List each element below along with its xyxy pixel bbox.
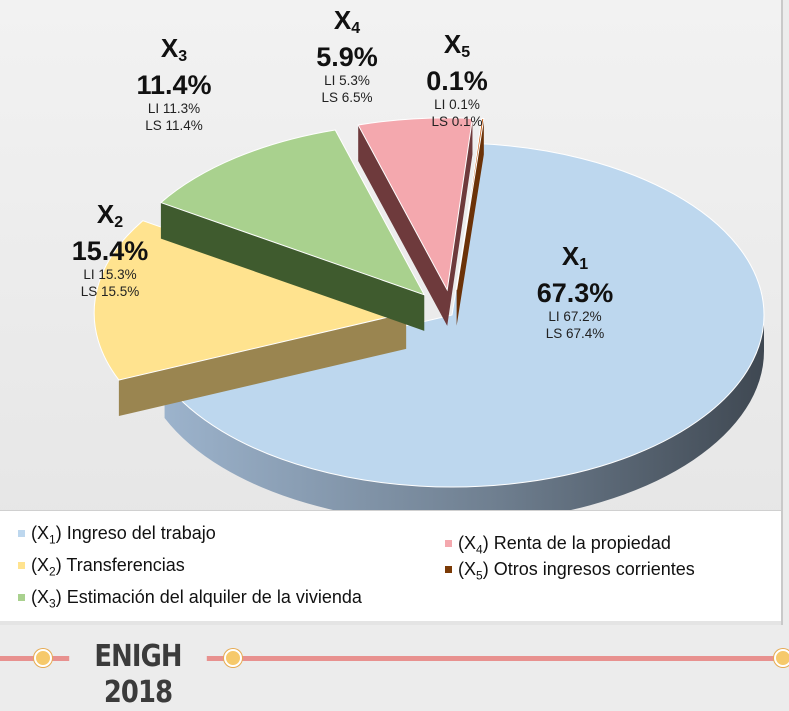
slice-li-x2: LI 15.3% [83,267,137,282]
pie-slice-x1 [163,143,765,488]
legend-item-x5: (X5) Otros ingresos corrientes [445,559,695,583]
slice-label-x5: X5 0.1% LI 0.1% LS 0.1% [392,30,522,130]
chart-panel: X1 67.3% LI 67.2% LS 67.4% X2 15.4% LI 1… [0,0,783,625]
pie-slice-x4 [357,117,474,292]
pie-slice-x2 [93,220,408,381]
footer-rule [0,656,789,661]
legend-item-x1: (X1) Ingreso del trabajo [18,523,216,547]
footer-banner: ENIGH 2018 [0,625,789,710]
slice-percent-x3: 11.4% [136,70,212,100]
legend-swatch-x5 [445,566,452,573]
slice-ls-x1: LS 67.4% [545,326,605,341]
footer-dot-right [774,649,789,667]
legend-item-x2: (X2) Transferencias [18,555,185,579]
slice-label-x1: X1 67.3% LI 67.2% LS 67.4% [505,242,645,342]
slice-label-x2: X2 15.4% LI 15.3% LS 15.5% [40,200,180,300]
slice-code-x5: X5 [443,29,471,61]
legend-item-x4: (X4) Renta de la propiedad [445,533,671,557]
slice-li-x5: LI 0.1% [434,97,480,112]
footer-dot-center [224,649,242,667]
slice-code-x3: X3 [160,33,188,65]
slice-ls-x3: LS 11.4% [145,118,203,133]
pie-slice-x3 [159,129,426,296]
slice-li-x1: LI 67.2% [548,309,602,324]
slice-code-x4: X4 [333,5,361,37]
slice-percent-x2: 15.4% [71,236,149,266]
pie-chart [93,117,765,510]
footer-dot-left [34,649,52,667]
legend-swatch-x4 [445,540,452,547]
slice-ls-x5: LS 0.1% [431,114,483,129]
slice-percent-x4: 5.9% [316,42,378,72]
slice-ls-x2: LS 15.5% [80,284,140,299]
slice-li-x3: LI 11.3% [147,101,201,116]
legend-swatch-x1 [18,530,25,537]
legend-item-x3: (X3) Estimación del alquiler de la vivie… [18,587,362,611]
footer-title: ENIGH 2018 [69,639,207,710]
slice-label-x3: X3 11.4% LI 11.3% LS 11.4% [104,34,244,134]
legend-swatch-x2 [18,562,25,569]
slice-percent-x5: 0.1% [426,66,488,96]
slice-percent-x1: 67.3% [536,278,614,308]
legend-swatch-x3 [18,594,25,601]
pie-slice-x5 [456,117,485,290]
slice-li-x4: LI 5.3% [324,73,370,88]
slice-ls-x4: LS 6.5% [321,90,373,105]
slice-label-x4: X4 5.9% LI 5.3% LS 6.5% [277,6,417,106]
slice-code-x1: X1 [561,241,589,273]
pie-slice-side-x5 [456,118,484,326]
chart-legend: (X1) Ingreso del trabajo (X2) Transferen… [0,510,781,621]
slice-code-x2: X2 [96,199,124,231]
